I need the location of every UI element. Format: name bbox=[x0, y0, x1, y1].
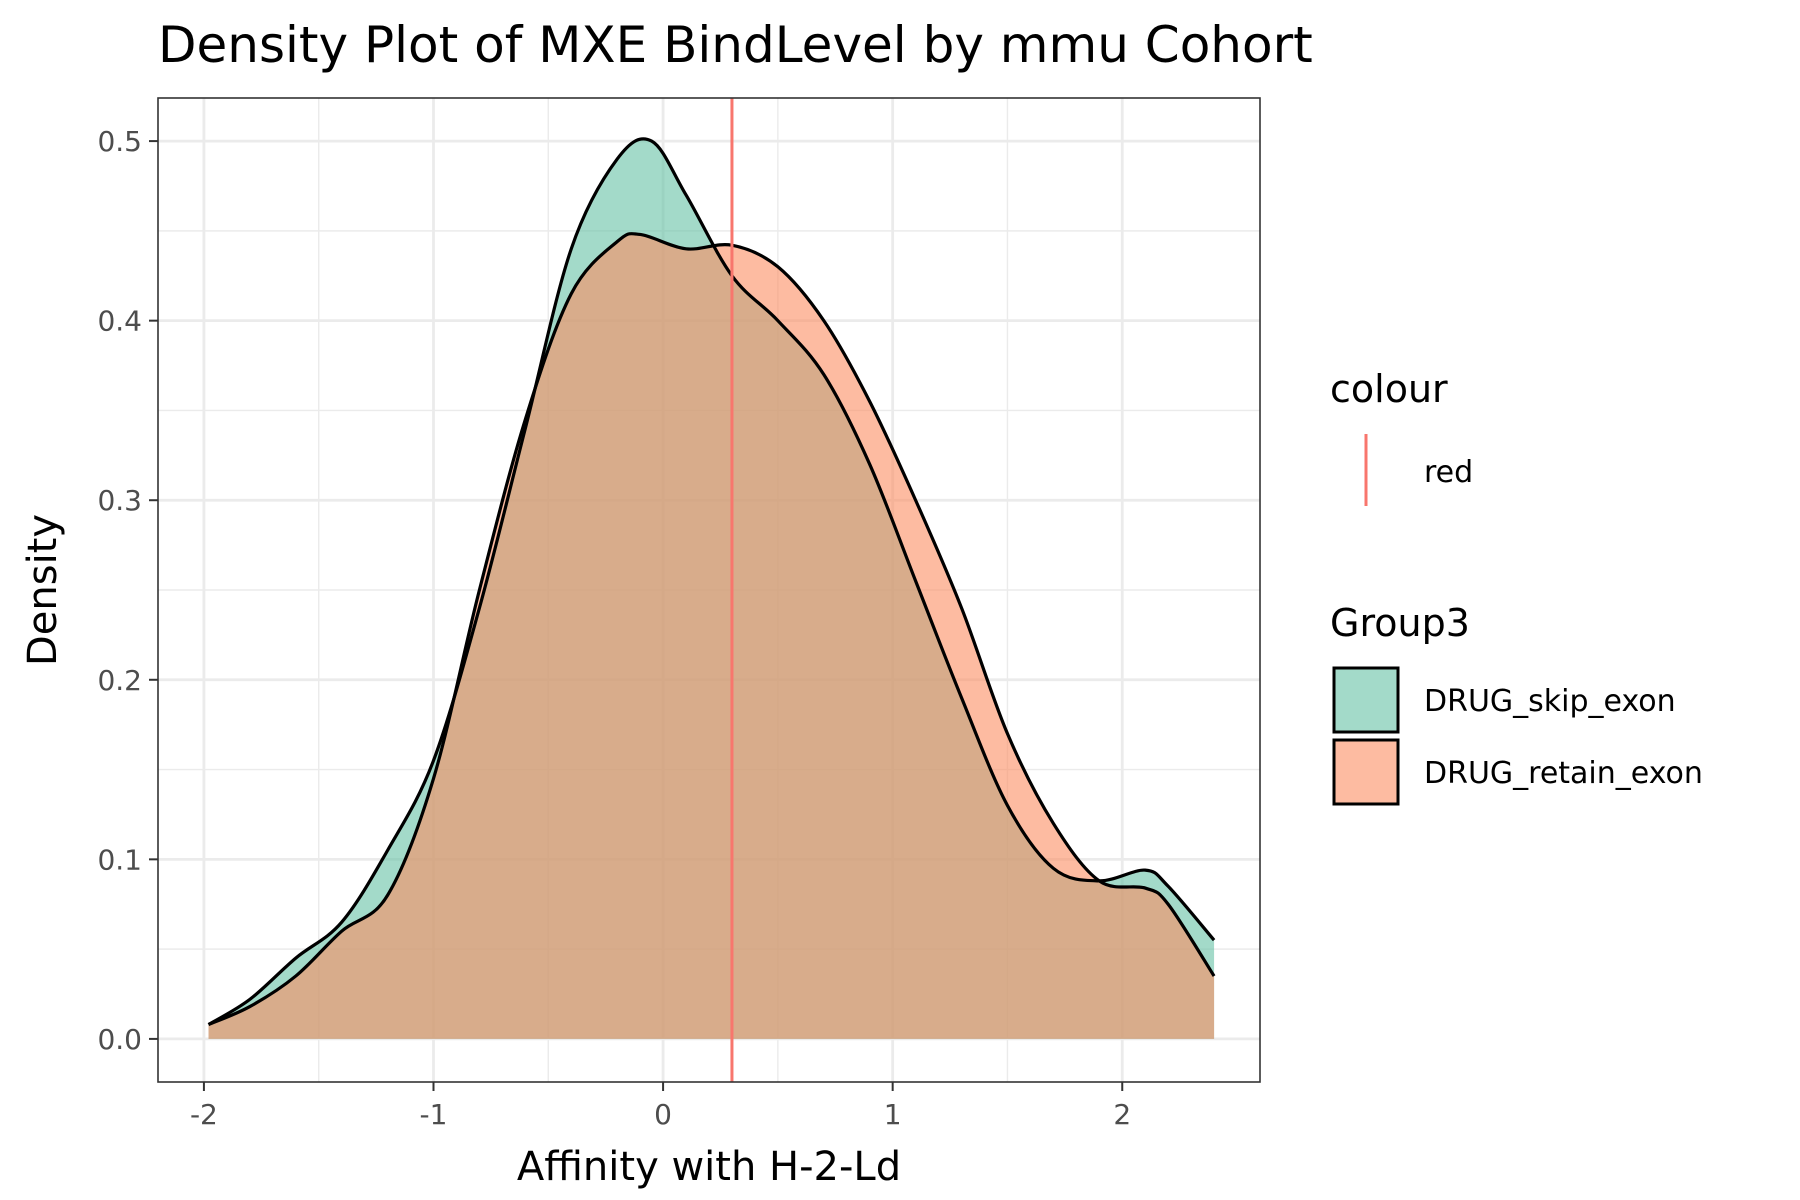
x-axis-title: Affinity with H-2-Ld bbox=[517, 1144, 901, 1190]
density-lines bbox=[207, 137, 1216, 1027]
y-tick-label: 0.3 bbox=[97, 484, 142, 517]
legend-label-red: red bbox=[1424, 455, 1473, 490]
y-tick-label: 0.2 bbox=[97, 664, 142, 697]
legend-title-colour: colour bbox=[1330, 367, 1448, 411]
legend-key-DRUG_skip_exon bbox=[1332, 666, 1400, 734]
x-tick-label: -2 bbox=[190, 1098, 218, 1131]
legend-label-DRUG_retain_exon: DRUG_retain_exon bbox=[1424, 756, 1703, 791]
density-line-DRUG_skip_exon bbox=[207, 137, 1216, 1026]
density-areas bbox=[208, 138, 1215, 1039]
y-tick-label: 0.1 bbox=[97, 843, 142, 876]
panel-border bbox=[157, 97, 1261, 1083]
x-tick-label: -1 bbox=[420, 1098, 448, 1131]
y-tick-label: 0.5 bbox=[97, 125, 142, 158]
density-area-DRUG_retain_exon bbox=[208, 233, 1215, 1039]
y-axis-title: Density bbox=[20, 514, 66, 666]
y-axis: 0.0 0.1 0.2 0.3 0.4 0.5 bbox=[97, 125, 158, 1056]
x-axis: -2 -1 0 1 2 bbox=[190, 1082, 1131, 1131]
x-tick-label: 0 bbox=[654, 1098, 672, 1131]
plot-panel bbox=[157, 97, 1261, 1083]
chart-title: Density Plot of MXE BindLevel by mmu Coh… bbox=[158, 16, 1313, 74]
legend-title-group3: Group3 bbox=[1330, 601, 1470, 645]
legend: colour red Group3 DRUG_skip_exon DRUG_retain… bbox=[1330, 367, 1703, 806]
x-tick-label: 1 bbox=[884, 1098, 902, 1131]
y-tick-label: 0.4 bbox=[97, 305, 142, 338]
x-tick-label: 2 bbox=[1113, 1098, 1131, 1131]
legend-key-DRUG_retain_exon bbox=[1332, 738, 1400, 806]
density-line-DRUG_retain_exon bbox=[207, 232, 1216, 1027]
y-tick-label: 0.0 bbox=[97, 1023, 142, 1056]
legend-label-DRUG_skip_exon: DRUG_skip_exon bbox=[1424, 684, 1676, 719]
